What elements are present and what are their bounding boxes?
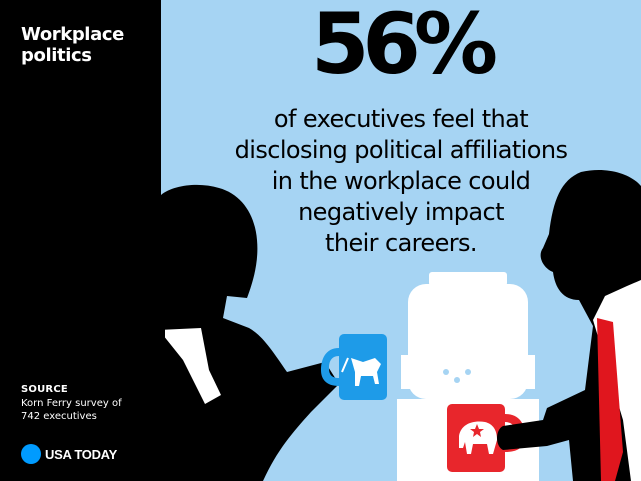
blue-mug — [321, 334, 387, 400]
source-label: SOURCE — [21, 384, 68, 395]
caption-line: their careers. — [325, 229, 478, 257]
caption-line: disclosing political affiliations — [234, 136, 568, 164]
illustration-panel: 56% of executives feel that disclosing p… — [161, 0, 641, 481]
caption-line: of executives feel that — [273, 105, 529, 133]
illustration — [161, 169, 641, 481]
donkey-icon — [351, 358, 381, 386]
red-mug — [447, 404, 525, 472]
man-silhouette — [497, 169, 641, 481]
brand-logo: USA TODAY — [21, 443, 117, 465]
stat-caption: of executives feel that disclosing polit… — [161, 104, 641, 259]
title-line: Workplace — [21, 24, 124, 45]
source-text: Korn Ferry survey of 742 executives — [21, 397, 151, 423]
title-line: politics — [21, 45, 92, 66]
infographic-title: Workplace politics — [21, 24, 151, 66]
caption-line: negatively impact — [298, 198, 504, 226]
brand-dot-icon — [21, 444, 41, 464]
headline-stat: 56% — [310, 0, 498, 93]
woman-silhouette — [161, 184, 339, 481]
source-line: Korn Ferry survey of — [21, 398, 122, 409]
elephant-icon — [459, 421, 497, 454]
caption-line: in the workplace could — [271, 167, 531, 195]
source-line: 742 executives — [21, 411, 97, 422]
sidebar: Workplace politics SOURCE Korn Ferry sur… — [0, 0, 161, 481]
brand-name: USA TODAY — [45, 446, 117, 462]
